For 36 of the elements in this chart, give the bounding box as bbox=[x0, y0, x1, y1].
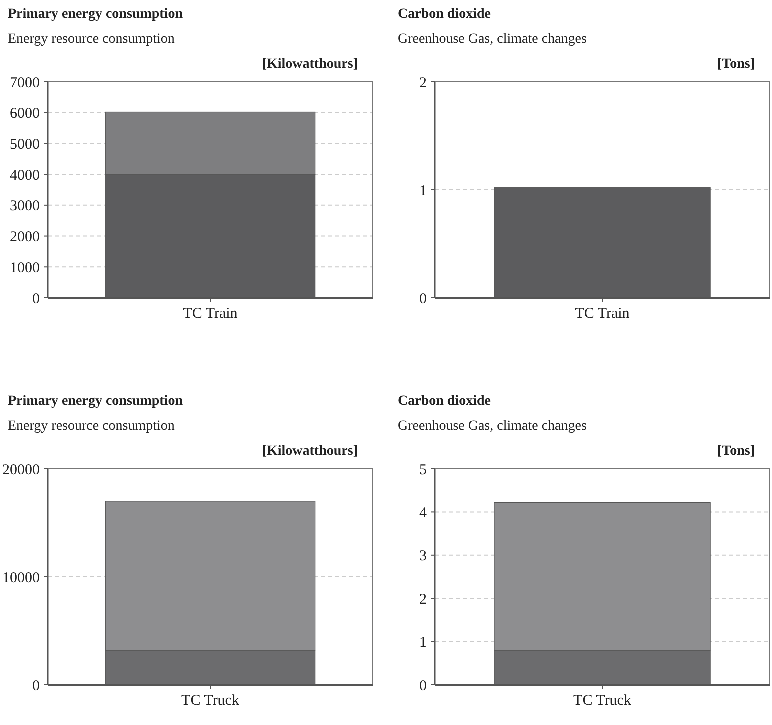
y-tick-label: 6000 bbox=[10, 106, 40, 122]
chart-subtitle: Energy resource consumption bbox=[8, 419, 175, 434]
y-tick-label: 2 bbox=[420, 75, 427, 92]
y-tick-label: 2000 bbox=[10, 230, 40, 246]
y-tick-label: 0 bbox=[420, 291, 427, 308]
y-tick-label: 4000 bbox=[10, 168, 40, 184]
y-tick-label: 0 bbox=[420, 678, 427, 694]
y-tick-label: 7000 bbox=[10, 75, 40, 92]
y-tick-label: 3 bbox=[420, 548, 427, 565]
x-tick-label: TC Truck bbox=[182, 693, 240, 709]
chart-subtitle: Energy resource consumption bbox=[8, 32, 175, 47]
x-tick-label: TC Train bbox=[575, 306, 630, 322]
y-tick-label: 4 bbox=[420, 505, 428, 522]
y-tick-label: 5000 bbox=[10, 136, 40, 153]
x-tick-label: TC Train bbox=[183, 306, 238, 322]
y-axis-title: [Tons] bbox=[717, 444, 755, 459]
y-axis-title: [Tons] bbox=[717, 57, 755, 72]
y-tick-label: 1 bbox=[420, 635, 427, 652]
chart-subtitle: Greenhouse Gas, climate changes bbox=[398, 32, 587, 47]
y-axis-title: [Kilowatthours] bbox=[262, 444, 358, 459]
y-tick-label: 0 bbox=[32, 678, 40, 694]
chart-title: Primary energy consumption bbox=[8, 7, 184, 22]
y-tick-label: 5 bbox=[420, 462, 427, 478]
chart-title: Carbon dioxide bbox=[398, 394, 491, 409]
chart-title: Primary energy consumption bbox=[8, 394, 184, 409]
chart-title: Carbon dioxide bbox=[398, 7, 491, 22]
y-tick-label: 20000 bbox=[2, 462, 40, 478]
y-tick-label: 2 bbox=[420, 592, 427, 608]
y-tick-label: 1000 bbox=[10, 260, 40, 276]
y-tick-label: 1 bbox=[420, 183, 427, 200]
y-tick-label: 0 bbox=[32, 291, 40, 308]
y-tick-label: 10000 bbox=[2, 570, 40, 586]
chart-subtitle: Greenhouse Gas, climate changes bbox=[398, 419, 587, 434]
y-tick-label: 3000 bbox=[10, 198, 40, 215]
y-axis-title: [Kilowatthours] bbox=[262, 57, 358, 72]
x-tick-label: TC Truck bbox=[574, 693, 632, 709]
